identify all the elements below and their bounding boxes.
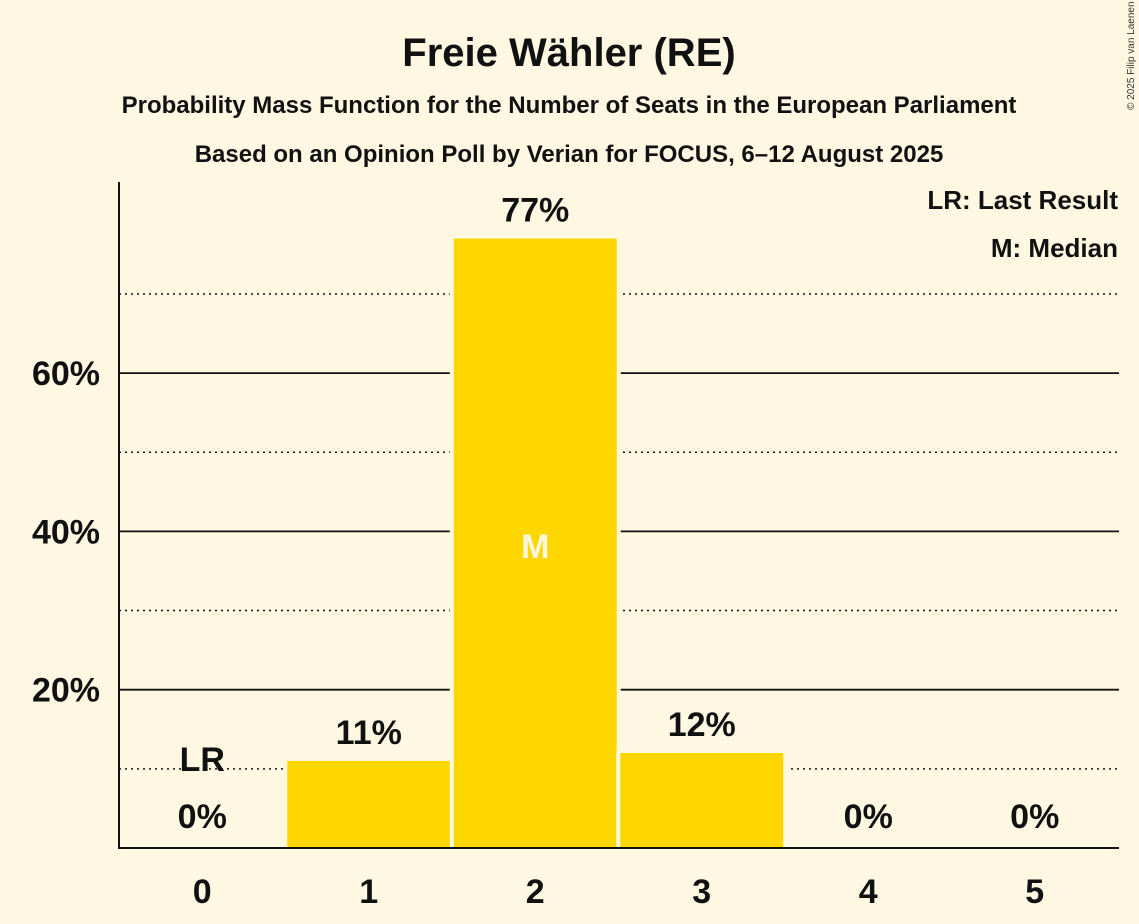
chart-subtitle: Probability Mass Function for the Number… (122, 92, 1017, 119)
x-tick-label: 4 (859, 873, 878, 911)
data-label: 0% (178, 798, 227, 836)
data-label: 77% (501, 192, 569, 230)
x-tick-label: 1 (359, 873, 378, 911)
chart-title: Freie Wähler (RE) (402, 31, 735, 75)
data-label: 0% (844, 798, 893, 836)
bars (283, 236, 788, 849)
chart-subtitle-poll: Based on an Opinion Poll by Verian for F… (195, 141, 944, 168)
labels: 0% 0 LR 11% 1 77% 2 M 12% 3 0% 4 0% 5 (178, 192, 1060, 911)
median-marker: M (521, 528, 549, 566)
bar (620, 753, 784, 848)
y-tick-label: 40% (32, 513, 100, 551)
x-tick-label: 5 (1025, 873, 1044, 911)
y-tick-label: 20% (32, 672, 100, 710)
copyright-text: © 2025 Filip van Laenen (1126, 1, 1137, 110)
x-tick-label: 0 (193, 873, 212, 911)
data-label: 11% (336, 714, 402, 752)
bar (287, 760, 451, 848)
x-tick-label: 2 (526, 873, 545, 911)
data-label: 0% (1010, 798, 1059, 836)
legend-median: M: Median (991, 233, 1118, 263)
bar (453, 238, 617, 849)
last-result-marker: LR (180, 741, 225, 779)
y-tick-label: 60% (32, 355, 100, 393)
legend-last-result: LR: Last Result (927, 185, 1118, 215)
data-label: 12% (668, 706, 736, 744)
x-tick-label: 3 (692, 873, 711, 911)
